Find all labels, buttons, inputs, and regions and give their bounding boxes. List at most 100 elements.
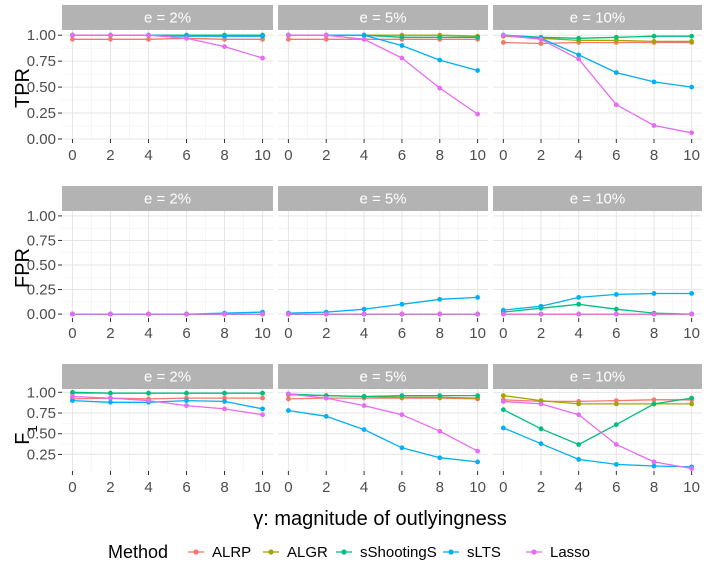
data-point-lasso	[437, 85, 443, 91]
data-point-slts	[651, 463, 657, 469]
legend-key-point	[531, 549, 537, 555]
data-point-lasso	[538, 311, 544, 317]
x-tick-label: 10	[469, 479, 486, 496]
data-point-alrp	[323, 36, 329, 42]
data-point-alrp	[613, 398, 619, 403]
legend-item-sshootings: sShootingS	[336, 544, 437, 561]
facet-strip	[62, 364, 273, 389]
data-point-slts	[323, 413, 329, 419]
data-point-slts	[689, 84, 695, 90]
series-line-slts	[288, 409, 478, 463]
data-point-slts	[361, 306, 367, 312]
y-tick-label: 0.75	[27, 232, 56, 249]
row-label-subscript: 1	[25, 425, 40, 432]
x-tick-label: 10	[683, 325, 700, 342]
x-tick-label: 4	[360, 479, 368, 496]
data-point-slts	[613, 461, 619, 467]
series-line-alrp	[503, 399, 692, 403]
data-point-sshootings	[184, 390, 189, 396]
data-point-sshootings	[538, 426, 544, 432]
legend-label: Lasso	[550, 544, 590, 561]
data-point-lasso	[222, 311, 227, 317]
x-tick-label: 2	[537, 147, 545, 164]
x-tick-label: 6	[612, 147, 620, 164]
data-point-sshootings	[613, 34, 619, 40]
row-labels: TPR FPR F1	[12, 68, 40, 445]
data-point-sshootings	[437, 393, 443, 399]
data-point-alrp	[260, 395, 265, 401]
data-point-slts	[399, 301, 405, 307]
data-point-lasso	[399, 311, 405, 317]
panel-r0-c2: e = 10% 0 2 4 6 8 10	[493, 5, 702, 164]
series-line-alrp	[72, 37, 263, 40]
data-point-lasso	[286, 391, 291, 397]
data-point-slts	[361, 427, 367, 432]
x-tick-label: 0	[499, 479, 507, 496]
row-label-2: F1	[12, 425, 40, 444]
panels: 0.000.250.500.751.00e = 2%0 2 4 6 8 10e = 5%0…	[27, 5, 702, 496]
data-point-lasso	[500, 311, 506, 317]
data-point-slts	[689, 291, 695, 296]
x-tick-label: 10	[683, 479, 700, 496]
data-point-lasso	[475, 311, 480, 317]
data-point-lasso	[323, 395, 329, 401]
x-tick-label: 8	[436, 325, 444, 342]
data-point-sshootings	[576, 301, 582, 307]
data-point-sshootings	[651, 33, 657, 39]
series-line-sshootings	[288, 393, 478, 398]
legend-title: Method	[108, 542, 168, 562]
data-point-slts	[651, 291, 657, 296]
data-point-slts	[260, 33, 265, 39]
legend-key-point	[448, 549, 454, 555]
x-tick-label: 4	[574, 325, 582, 342]
data-point-lasso	[361, 403, 367, 408]
facet-strip-label: e = 10%	[570, 191, 625, 208]
data-point-sshootings	[108, 390, 113, 396]
data-point-lasso	[146, 311, 151, 317]
x-tick-label: 8	[220, 479, 228, 496]
x-tick-label: 2	[322, 325, 330, 342]
x-tick-label: 0	[499, 325, 507, 342]
data-point-sshootings	[146, 390, 151, 396]
x-tick-label: 6	[398, 147, 406, 164]
data-point-sshootings	[613, 422, 619, 428]
series-line-slts	[503, 34, 692, 88]
x-tick-label: 8	[650, 479, 658, 496]
data-point-sshootings	[260, 390, 265, 396]
data-point-lasso	[146, 32, 151, 38]
data-point-lasso	[260, 311, 265, 317]
data-point-alrp	[286, 396, 291, 402]
series-line-sshootings	[503, 303, 692, 315]
data-point-algr	[500, 393, 506, 399]
data-point-sshootings	[576, 442, 582, 447]
data-point-lasso	[475, 111, 480, 117]
facet-strip	[493, 5, 702, 30]
series-line-slts	[288, 296, 478, 314]
data-point-lasso	[437, 311, 443, 317]
x-tick-label: 2	[322, 147, 330, 164]
data-point-lasso	[651, 123, 657, 128]
data-point-algr	[689, 39, 695, 44]
data-point-slts	[222, 399, 227, 404]
x-tick-label: 4	[574, 479, 582, 496]
data-point-sshootings	[689, 33, 695, 39]
data-point-algr	[613, 401, 619, 407]
series-line-slts	[72, 399, 263, 410]
x-tick-label: 8	[436, 147, 444, 164]
data-point-slts	[538, 303, 544, 309]
x-tick-label: 6	[612, 325, 620, 342]
series-line-lasso	[288, 34, 478, 115]
data-point-sshootings	[70, 389, 75, 395]
data-point-sshootings	[399, 34, 405, 40]
legend-label: ALGR	[287, 544, 328, 561]
data-point-slts	[70, 398, 75, 403]
data-point-slts	[613, 292, 619, 297]
facet-strip	[278, 186, 488, 211]
x-tick-label: 8	[436, 479, 444, 496]
x-tick-label: 4	[144, 325, 152, 342]
panel-r0-c0: e = 2% 0 2 4 6 8 10	[62, 5, 273, 164]
x-tick-label: 6	[612, 479, 620, 496]
data-point-lasso	[222, 406, 227, 412]
y-tick-label: 0.50	[27, 257, 56, 274]
x-tick-label: 2	[106, 325, 114, 342]
